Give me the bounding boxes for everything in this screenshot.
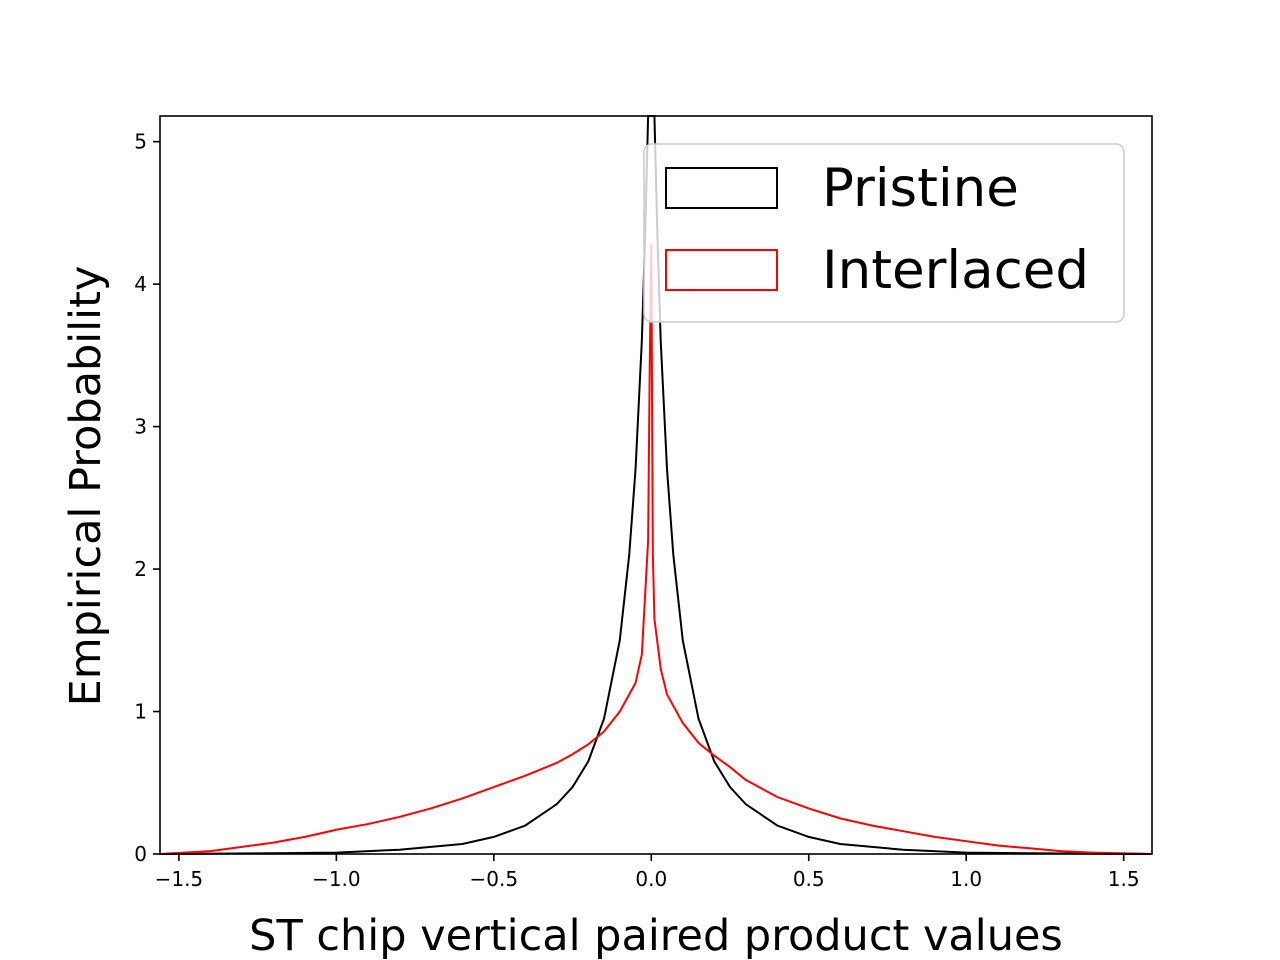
y-tick-label: 4 [134,272,147,296]
x-tick-label: −1.0 [312,867,361,891]
legend: Pristine Interlaced [643,143,1125,323]
x-tick-label: 1.5 [1108,867,1140,891]
x-tick-label: 1.0 [950,867,982,891]
legend-box [643,143,1125,323]
legend-label-interlaced: Interlaced [822,240,1089,301]
legend-label-pristine: Pristine [822,158,1019,219]
y-tick-label: 3 [134,415,147,439]
x-axis-label: ST chip vertical paired product values [249,911,1063,960]
plot-frame [159,115,1153,855]
y-tick-label: 0 [134,842,147,866]
x-tick-label: 0.5 [793,867,825,891]
y-axis-label: Empirical Probability [61,266,111,707]
legend-swatch-interlaced [665,249,778,291]
legend-swatch-pristine [665,167,778,209]
y-tick-label: 5 [134,130,147,154]
x-tick-label: −1.5 [155,867,204,891]
x-tick-label: −0.5 [470,867,519,891]
x-axis-ticks: −1.5 −1.0 −0.5 0.0 0.5 1.0 1.5 [155,854,1140,891]
y-tick-label: 1 [134,700,147,724]
x-tick-label: 0.0 [635,867,667,891]
y-tick-label: 2 [134,557,147,581]
y-axis-ticks: 0 1 2 3 4 5 [134,130,160,866]
